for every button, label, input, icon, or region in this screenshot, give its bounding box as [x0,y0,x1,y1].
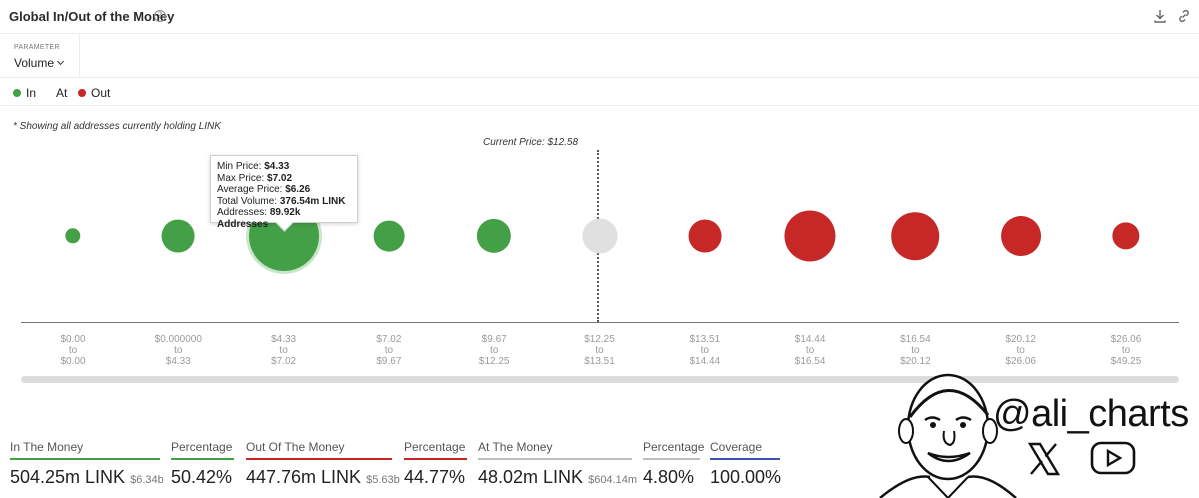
stat-bar [171,458,234,460]
bubble-out[interactable] [1000,216,1041,256]
stat-label: Out Of The Money [246,440,345,454]
chart-scrollbar[interactable] [21,376,1179,383]
x-axis-line [21,322,1179,323]
x-tick-label: $9.67 to $12.25 [478,334,510,367]
stat-value: 504.25m LINK $6.34b [10,467,164,487]
tooltip-average-price: Average Price: $6.26 [217,184,311,195]
brand-handle: @ali_charts [993,393,1189,435]
x-tick-label: $26.06 to $49.25 [1110,334,1142,367]
x-tick-label: $4.33 to $7.02 [271,334,297,367]
link-icon[interactable] [1176,8,1192,24]
x-tick-label: $0.00 to $0.00 [60,334,86,367]
stat-bar [404,458,467,460]
stat-bar [478,458,632,460]
bubble-in[interactable] [373,220,405,252]
legend-item-at[interactable]: At [56,86,67,100]
stat-label: At The Money [478,440,553,454]
bubble-tooltip: Min Price: $4.33 Max Price: $7.02 Averag… [210,155,358,230]
caricature-portrait-image [879,373,1017,498]
stat-at-percentage: Percentage 4.80% [643,440,705,488]
bubble-in[interactable] [161,219,195,253]
x-tick-label: $0.000000 to $4.33 [154,334,202,367]
x-tick-label: $7.02 to $9.67 [376,334,402,367]
bubble-out[interactable] [891,212,940,260]
stat-bar [246,458,392,460]
stat-bar [643,458,700,460]
stat-out-percentage: Percentage 44.77% [404,440,467,488]
bubble-at[interactable] [582,218,617,254]
page-header: Global In/Out of the Money ? [0,0,1199,34]
stat-value: 100.00% [710,467,782,487]
current-price-label: Current Price: $12.58 [483,137,579,148]
x-logo-icon[interactable] [1026,441,1062,477]
legend-label-at: At [56,86,68,100]
legend-label-in: In [26,86,37,100]
stat-coverage: Coverage 100.00% [710,440,782,488]
stat-out-of-the-money: Out Of The Money 447.76m LINK $5.63b [246,440,400,488]
parameter-bar: PARAMETER Volume [0,34,1199,78]
x-tick-label: $16.54 to $20.12 [900,334,931,367]
x-tick-label: $12.25 to $13.51 [584,334,615,367]
chevron-down-icon [56,57,65,66]
legend-dot-in [13,89,21,97]
stat-in-percentage: Percentage 50.42% [171,440,234,488]
bubble-out[interactable] [688,219,722,253]
download-icon[interactable] [1152,8,1168,24]
bubble-out[interactable] [1112,222,1140,250]
stat-value: 48.02m LINK $604.14m [478,467,638,487]
stat-value: 44.77% [404,467,466,487]
bubble-in[interactable] [65,228,81,244]
stat-bar [10,458,160,460]
page-title: Global In/Out of the Money [9,9,175,24]
tooltip-max-price: Max Price: $7.02 [217,172,293,184]
stat-value: 4.80% [643,467,695,487]
legend-item-out[interactable]: Out [78,86,110,100]
stat-label: Coverage [710,440,763,454]
legend-item-in[interactable]: In [13,86,36,100]
stat-label: Percentage [171,440,233,454]
stat-at-the-money: At The Money 48.02m LINK $604.14m [478,440,638,488]
x-tick-label: $20.12 to $26.06 [1005,334,1036,367]
stat-label: Percentage [643,440,705,454]
holding-note: * Showing all addresses currently holdin… [13,121,221,132]
stat-label: Percentage [404,440,466,454]
x-tick-label: $13.51 to $14.44 [689,334,721,367]
legend-dot-out [78,89,86,97]
tooltip-addresses: Addresses: 89.92k Addresses [217,207,301,230]
youtube-play-icon[interactable] [1090,441,1136,475]
parameter-selector[interactable]: PARAMETER Volume [0,34,80,78]
legend-label-out: Out [91,86,111,100]
legend: In At Out [0,78,1199,106]
stat-value: 447.76m LINK $5.63b [246,467,400,487]
stat-value: 50.42% [171,467,233,487]
parameter-label: PARAMETER [14,44,60,51]
question-circle-icon[interactable]: ? [154,10,166,22]
stat-in-the-money: In The Money 504.25m LINK $6.34b [10,440,164,488]
bubble-in[interactable] [477,218,512,254]
x-tick-label: $14.44 to $16.54 [794,334,826,367]
bubble-out[interactable] [784,210,836,262]
stat-bar [710,458,780,460]
tooltip-min-price: Min Price: $4.33 [217,161,290,172]
parameter-value: Volume [14,56,55,70]
stat-label: In The Money [10,440,84,454]
parameter-dropdown[interactable]: Volume [14,56,65,70]
tooltip-total-volume: Total Volume: 376.54m LINK [217,195,346,207]
